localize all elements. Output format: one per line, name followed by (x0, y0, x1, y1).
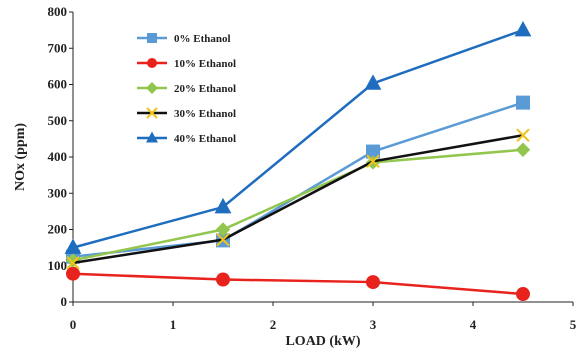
y-tick-label: 0 (61, 294, 68, 309)
legend-item-20-ethanol: 20% Ethanol (137, 82, 236, 95)
legend: 0% Ethanol 10% Ethanol 20% Ethanol 30% Etha… (137, 33, 236, 145)
marker-stroke (366, 154, 380, 169)
axes (69, 11, 574, 306)
data-point (366, 275, 380, 290)
series-line-0-ethanol (72, 101, 524, 258)
y-tick-label: 600 (48, 77, 68, 92)
series-line-40-ethanol (72, 28, 524, 249)
series-layer (64, 21, 532, 302)
data-point (364, 74, 382, 90)
legend-marker (147, 58, 157, 68)
data-point (214, 197, 232, 214)
data-point (516, 287, 530, 302)
data-point (216, 272, 230, 287)
y-tick-label: 500 (48, 113, 68, 128)
y-tick-label: 400 (48, 149, 68, 164)
x-tick-label: 3 (370, 317, 377, 332)
legend-item-30-ethanol: 30% Ethanol (137, 107, 236, 120)
data-point (516, 95, 530, 110)
marker-stroke (216, 232, 230, 247)
x-tick-label: 5 (570, 317, 577, 332)
data-point (514, 21, 532, 37)
legend-item-10-ethanol: 10% Ethanol (137, 58, 236, 70)
legend-label: 30% Ethanol (174, 108, 236, 120)
legend-label: 10% Ethanol (174, 58, 236, 70)
x-tick-label: 2 (270, 317, 277, 332)
data-point (65, 253, 81, 268)
data-point (66, 256, 80, 270)
data-point (515, 142, 531, 157)
y-tick-label: 300 (48, 185, 68, 200)
legend-marker (146, 107, 158, 119)
data-point (216, 232, 230, 247)
legend-item-0-ethanol: 0% Ethanol (137, 33, 231, 45)
marker-stroke (146, 107, 158, 119)
legend-marker (146, 131, 158, 143)
legend-label: 40% Ethanol (174, 133, 236, 145)
x-tick-label: 0 (70, 317, 77, 332)
series-line-10-ethanol (72, 272, 524, 296)
series-10-ethanol (66, 266, 530, 302)
series-0-ethanol (66, 95, 530, 264)
data-point (66, 266, 80, 281)
y-axis-title: NOx (ppm) (13, 123, 28, 191)
marker-stroke (516, 128, 530, 142)
data-point (366, 154, 380, 169)
legend-marker (146, 82, 158, 94)
y-tick-label: 100 (48, 258, 68, 273)
y-tick-label: 200 (48, 222, 68, 237)
legend-item-40-ethanol: 40% Ethanol (137, 131, 236, 145)
x-axis-title: LOAD (kW) (285, 334, 360, 349)
series-line-20-ethanol (72, 148, 524, 262)
series-40-ethanol (64, 21, 532, 254)
legend-label: 0% Ethanol (174, 33, 231, 45)
legend-label: 20% Ethanol (174, 83, 236, 95)
data-point (366, 144, 380, 159)
x-tick-label: 1 (170, 317, 177, 332)
x-tick-label: 4 (470, 317, 477, 332)
series-line-30-ethanol (72, 134, 524, 265)
data-point (516, 128, 530, 142)
series-30-ethanol (66, 128, 530, 270)
legend-marker (147, 33, 157, 43)
data-point (64, 238, 82, 254)
y-tick-label: 700 (48, 40, 68, 55)
marker-stroke (66, 256, 80, 270)
tick-labels: 0 100 200 300 400 500 600 700 800 0 1 2 3 4 5 (48, 4, 577, 332)
y-tick-label: 800 (48, 4, 68, 19)
data-point (215, 222, 231, 237)
